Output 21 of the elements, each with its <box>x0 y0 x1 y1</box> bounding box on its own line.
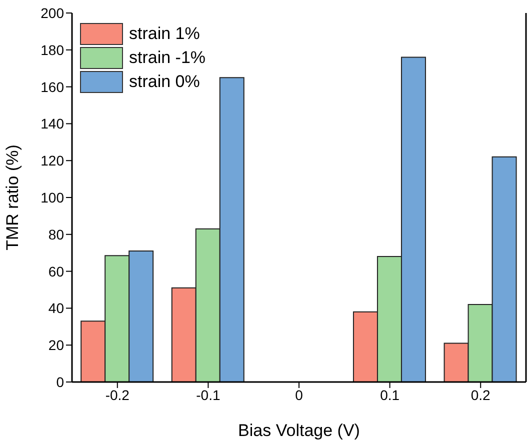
y-tick-label: 20 <box>48 337 64 354</box>
y-axis-title: TMR ratio (%) <box>3 144 22 250</box>
y-tick-label: 100 <box>40 189 64 206</box>
x-tick-label: 0.1 <box>380 386 400 403</box>
legend-label: strain 1% <box>129 24 200 44</box>
legend-label: strain -1% <box>129 48 206 68</box>
x-tick-label: 0 <box>295 386 304 403</box>
y-tick-label: 160 <box>40 78 64 95</box>
y-tick-label: 200 <box>40 4 64 21</box>
y-tick-label: 80 <box>48 226 64 242</box>
y-tick-label: 140 <box>40 116 64 132</box>
y-tick-label: 40 <box>48 300 64 316</box>
legend-label: strain 0% <box>129 72 200 92</box>
x-tick-label: 0.2 <box>470 386 491 403</box>
y-tick-label: 120 <box>40 152 64 169</box>
x-tick-label: -0.2 <box>105 386 130 403</box>
x-axis-title: Bias Voltage (V) <box>238 421 360 440</box>
x-tick-label: -0.1 <box>196 386 220 403</box>
y-tick-label: 60 <box>48 263 64 280</box>
y-tick-label: 0 <box>56 374 64 390</box>
y-tick-label: 180 <box>40 42 64 58</box>
